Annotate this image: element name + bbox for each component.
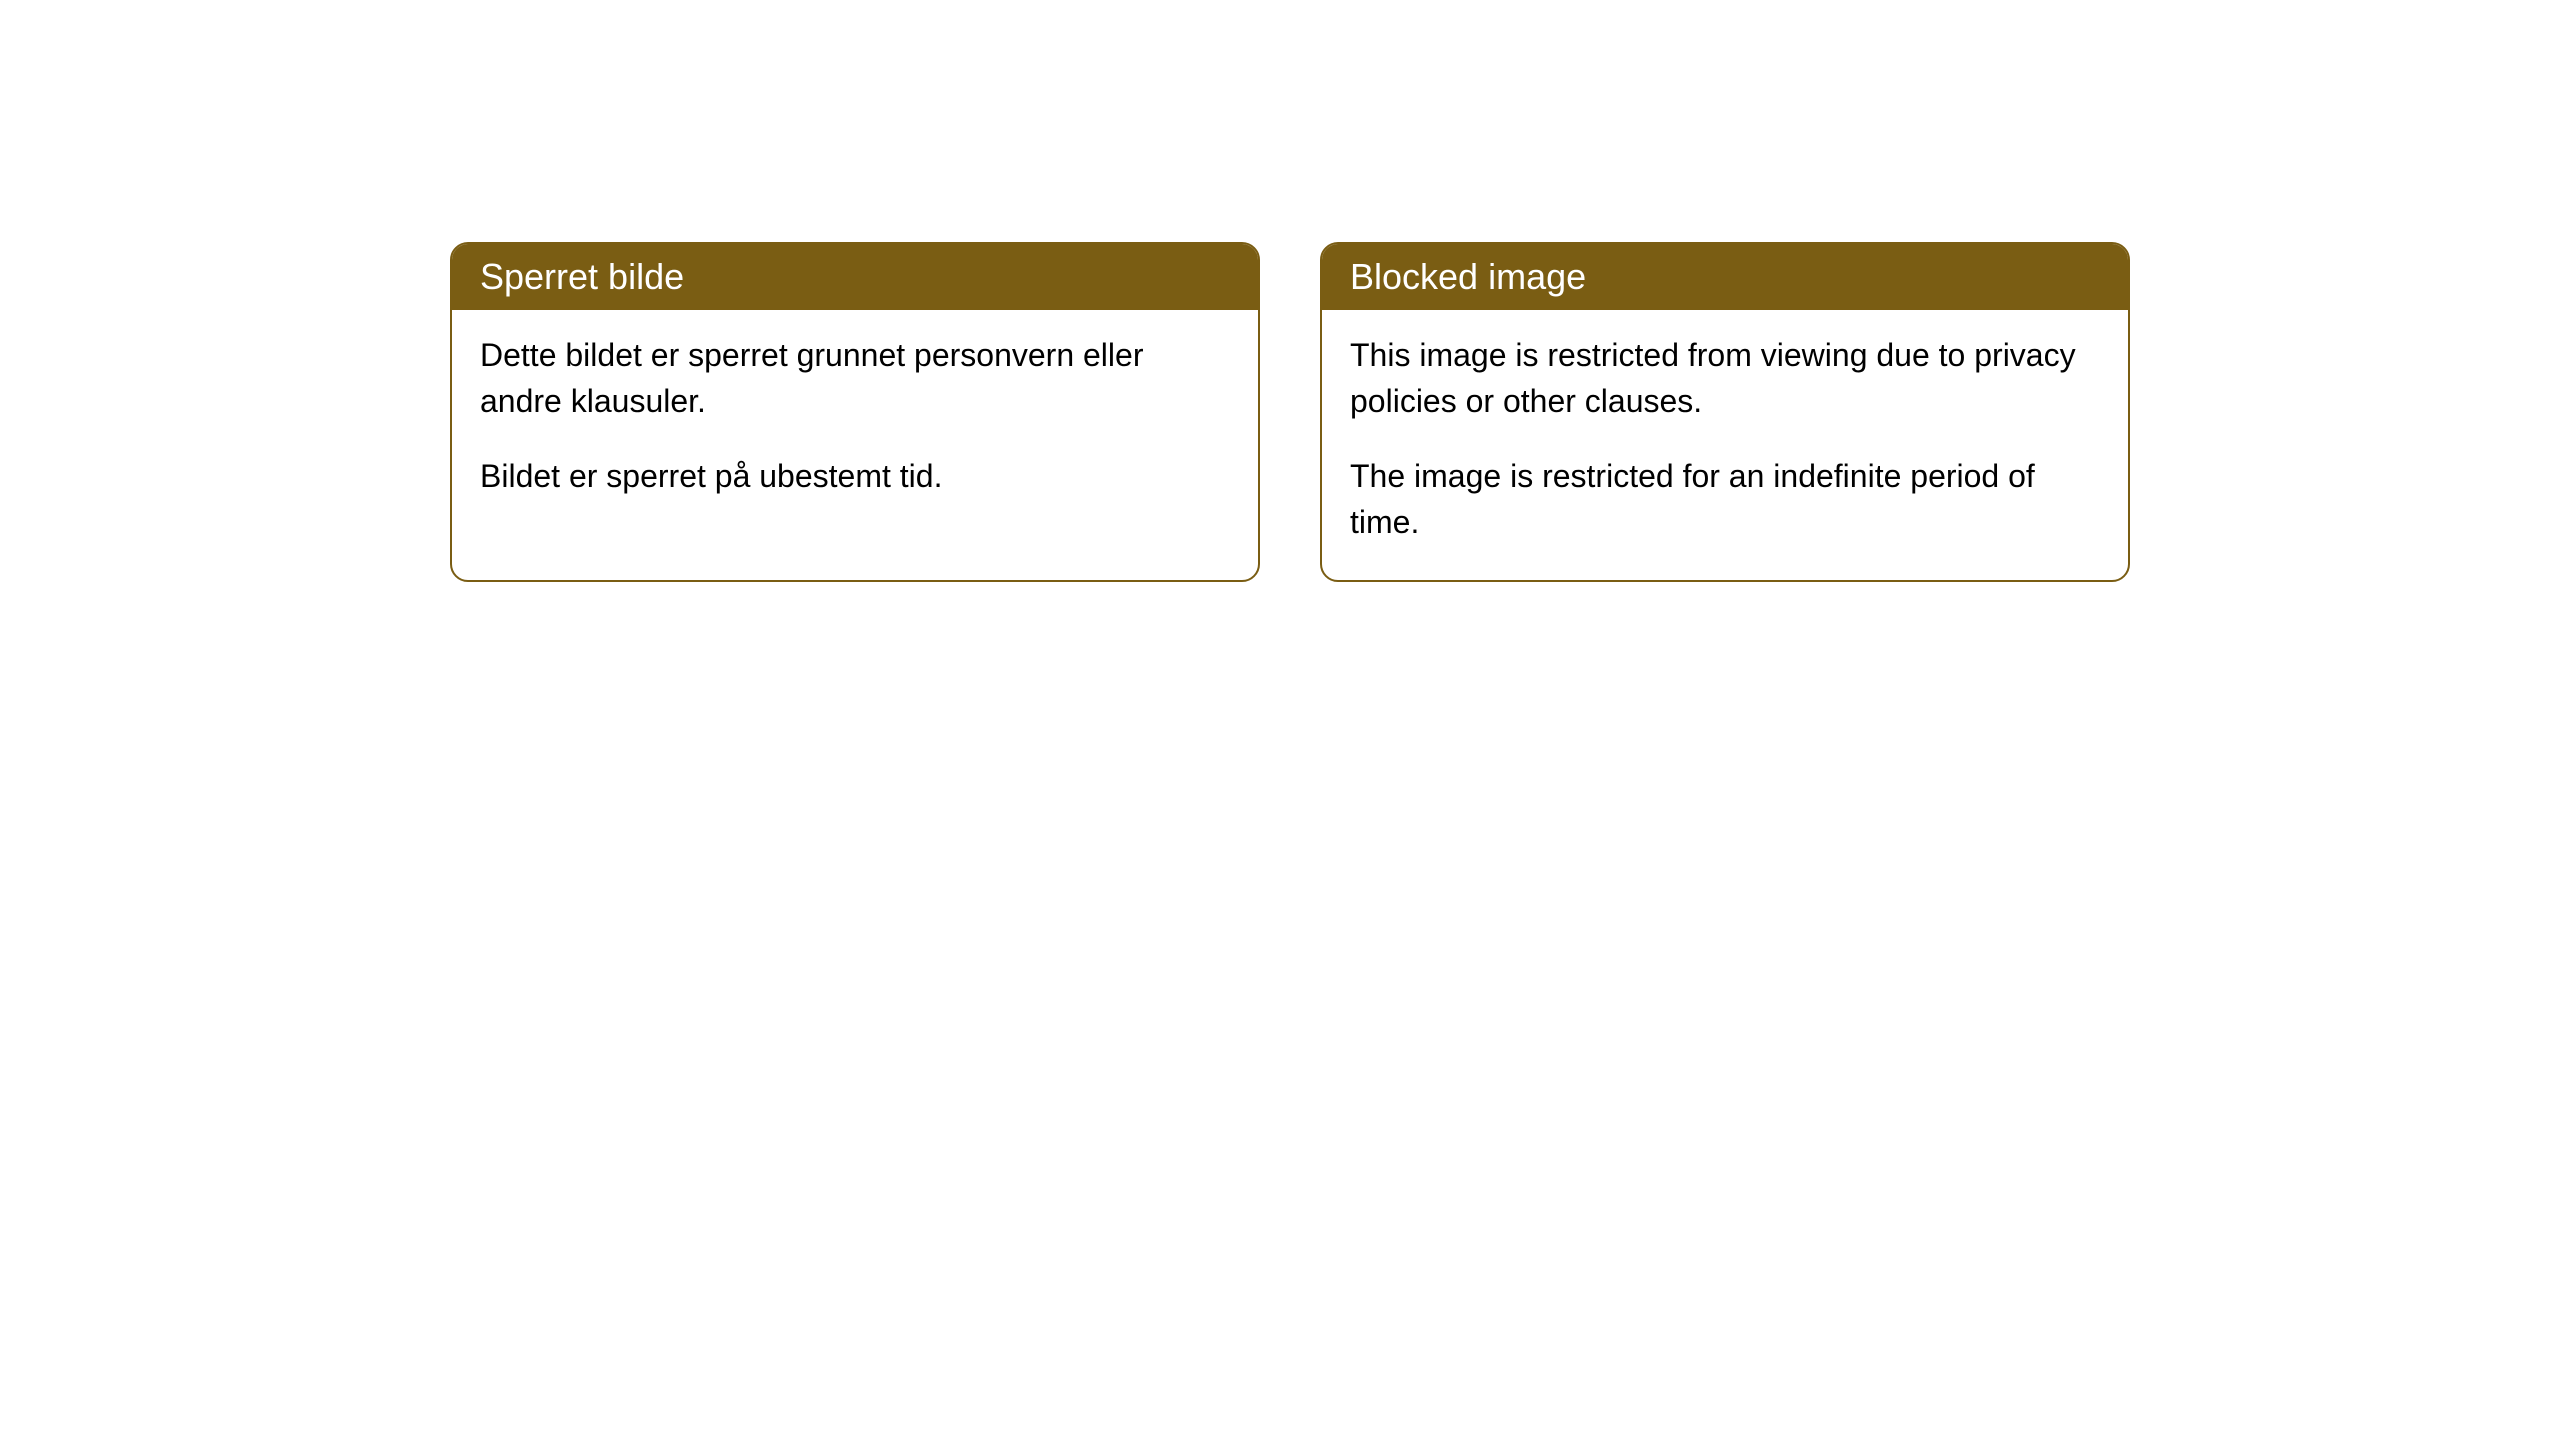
notice-paragraph: The image is restricted for an indefinit…: [1350, 453, 2100, 546]
notice-header-norwegian: Sperret bilde: [452, 244, 1258, 310]
notice-paragraph: Bildet er sperret på ubestemt tid.: [480, 453, 1230, 499]
notice-card-english: Blocked image This image is restricted f…: [1320, 242, 2130, 582]
notice-card-norwegian: Sperret bilde Dette bildet er sperret gr…: [450, 242, 1260, 582]
notice-title: Blocked image: [1350, 256, 1586, 297]
notice-body-norwegian: Dette bildet er sperret grunnet personve…: [452, 310, 1258, 533]
notice-body-english: This image is restricted from viewing du…: [1322, 310, 2128, 580]
notice-paragraph: Dette bildet er sperret grunnet personve…: [480, 332, 1230, 425]
notice-header-english: Blocked image: [1322, 244, 2128, 310]
notice-paragraph: This image is restricted from viewing du…: [1350, 332, 2100, 425]
notice-cards-container: Sperret bilde Dette bildet er sperret gr…: [450, 242, 2130, 582]
notice-title: Sperret bilde: [480, 256, 684, 297]
